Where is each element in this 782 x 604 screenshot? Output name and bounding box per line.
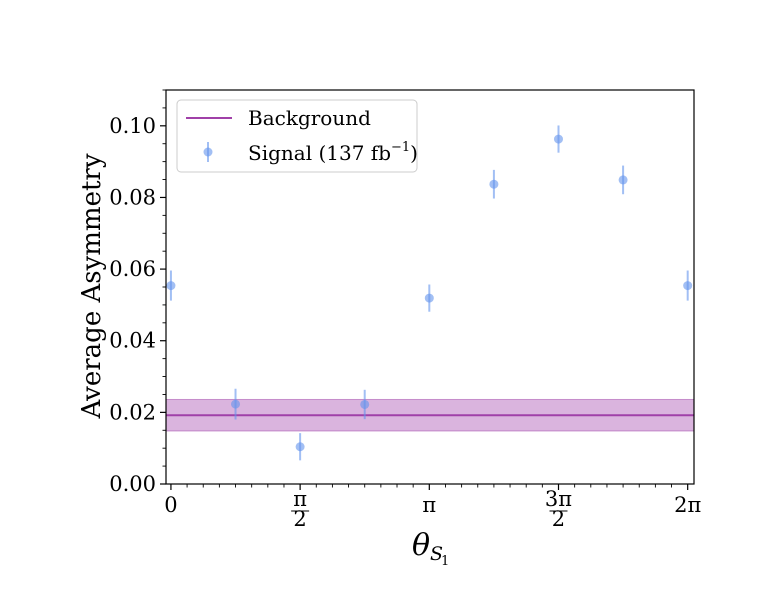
legend-signal-marker [203,147,213,157]
legend-signal-label-close: ) [410,141,418,165]
y-tick-label: 0.00 [109,472,156,496]
signal-marker [360,399,370,409]
x-tick-label: π [422,493,436,517]
x-tick-label-numerator: 3π [545,487,572,511]
x-axis-label-subsubscript: 1 [441,554,449,569]
legend-box [176,99,418,173]
signal-marker [489,179,499,189]
y-tick-label: 0.06 [109,257,156,281]
legend-background-label: Background [248,106,371,130]
signal-marker [295,442,305,452]
signal-marker [231,399,241,409]
signal-point [360,389,370,420]
signal-point [683,270,693,301]
signal-marker [618,175,628,185]
signal-points-layer [166,125,693,461]
legend-signal-label-main: Signal (137 fb [248,141,391,165]
y-tick-label: 0.04 [109,329,156,353]
y-tick-label: 0.10 [109,114,156,138]
signal-point [489,169,499,199]
signal-marker [424,293,434,303]
x-tick-label-denominator: 2 [293,507,306,531]
x-tick-label: 3π2 [545,487,572,531]
x-axis-label: θ S 1 [412,528,449,569]
signal-point [553,125,563,153]
y-tick-label: 0.08 [109,185,156,209]
signal-point [424,284,434,312]
signal-marker [166,281,176,291]
x-axis-label-subscript: S [430,543,443,565]
signal-point [166,270,176,301]
legend-signal-label-sup: −1 [391,140,410,155]
legend-signal-label: Signal (137 fb−1) [248,140,418,165]
signal-point [231,388,241,420]
x-tick-label: π2 [291,487,310,531]
x-tick-label: 2π [674,493,701,517]
y-axis-label: Average Asymmetry [77,153,107,419]
signal-marker [553,134,563,144]
signal-point [618,165,628,195]
x-axis-label-symbol: θ [412,528,430,563]
y-tick-label: 0.02 [109,400,156,424]
x-tick-label: 0 [164,493,177,517]
signal-point [295,433,305,461]
x-tick-label-denominator: 2 [552,507,565,531]
signal-marker [683,281,693,291]
x-tick-label-numerator: π [293,487,307,511]
legend: Background Signal (137 fb−1) [176,99,418,173]
background-band-layer [165,398,695,432]
